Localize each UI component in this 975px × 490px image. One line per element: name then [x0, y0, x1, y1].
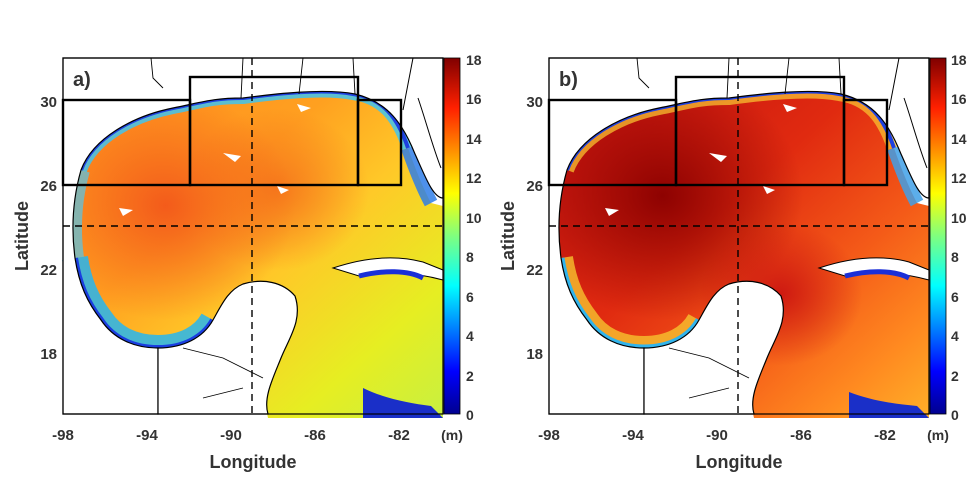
cb-tick: 14: [951, 131, 967, 147]
cb-tick: 12: [466, 170, 482, 186]
ytick: 30: [40, 94, 57, 111]
panel-label: a): [73, 69, 91, 91]
ytick: 18: [40, 346, 57, 363]
cb-tick: 2: [951, 368, 959, 384]
cuba-low: [844, 269, 911, 281]
cb-tick: 8: [951, 249, 959, 265]
cb-tick: 18: [951, 52, 967, 68]
ytick: 26: [526, 178, 543, 195]
cb-tick: 8: [466, 249, 474, 265]
xtick: -86: [790, 427, 812, 444]
cb-tick: 6: [951, 289, 959, 305]
cb-tick: 2: [466, 368, 474, 384]
cb-tick: 12: [951, 170, 967, 186]
florida-coast: [402, 57, 442, 169]
cb-tick: 4: [951, 328, 959, 344]
ytick: 18: [526, 346, 543, 363]
xtick: -82: [874, 427, 896, 444]
cb-tick: 4: [466, 328, 474, 344]
cb-tick: 6: [466, 289, 474, 305]
region-box-east: [356, 98, 403, 187]
y-axis-label: Latitude: [12, 201, 32, 271]
panel-label: b): [559, 69, 578, 91]
panel-b-axis: -98 -94 -90 -86 -82 30 26 22 18 Longitud…: [498, 94, 896, 472]
y-axis-label: Latitude: [498, 201, 518, 271]
caribbean-low: [849, 392, 929, 418]
ytick: 30: [526, 94, 543, 111]
colorbar-b: 18 16 14 12 10 8 6 4 2 0 (m): [927, 52, 967, 443]
cb-tick: 18: [466, 52, 482, 68]
axes-frame: [548, 57, 930, 415]
cb-unit: (m): [441, 427, 463, 443]
xtick: -82: [388, 427, 410, 444]
xtick: -94: [136, 427, 158, 444]
caribbean-low: [363, 388, 443, 418]
florida-shelf-band: [401, 145, 438, 207]
ytick: 22: [526, 262, 543, 279]
colorbar-a: 18 16 14 12 10 8 6 4 2 0 (m): [441, 52, 482, 443]
cb-tick: 0: [466, 407, 474, 423]
cb-tick: 14: [466, 131, 482, 147]
yucatan-land: [157, 280, 298, 415]
xtick: -86: [304, 427, 326, 444]
ytick: 22: [40, 262, 57, 279]
colorbar-ramp: [929, 57, 947, 415]
xtick: -94: [622, 427, 644, 444]
cb-tick: 0: [951, 407, 959, 423]
florida-coast: [888, 57, 928, 169]
colorbar-ramp: [443, 57, 461, 415]
florida-shelf-band: [887, 145, 924, 207]
region-box-east: [842, 98, 889, 187]
xtick: -90: [220, 427, 242, 444]
panel-a: a): [61, 57, 444, 418]
xtick: -98: [538, 427, 560, 444]
panel-b: b): [547, 57, 930, 418]
panel-a-axis: -98 -94 -90 -86 -82 30 26 22 18 Longitud…: [12, 94, 410, 472]
xtick: -90: [706, 427, 728, 444]
yucatan-land: [643, 280, 784, 415]
cb-tick: 16: [951, 91, 967, 107]
x-axis-label: Longitude: [210, 452, 297, 472]
cb-tick: 16: [466, 91, 482, 107]
x-axis-label: Longitude: [696, 452, 783, 472]
cb-unit: (m): [927, 427, 949, 443]
cb-tick: 10: [951, 210, 967, 226]
xtick: -98: [52, 427, 74, 444]
ytick: 26: [40, 178, 57, 195]
cb-tick: 10: [466, 210, 482, 226]
axes-frame: [62, 57, 444, 415]
cuba-low: [358, 269, 425, 281]
